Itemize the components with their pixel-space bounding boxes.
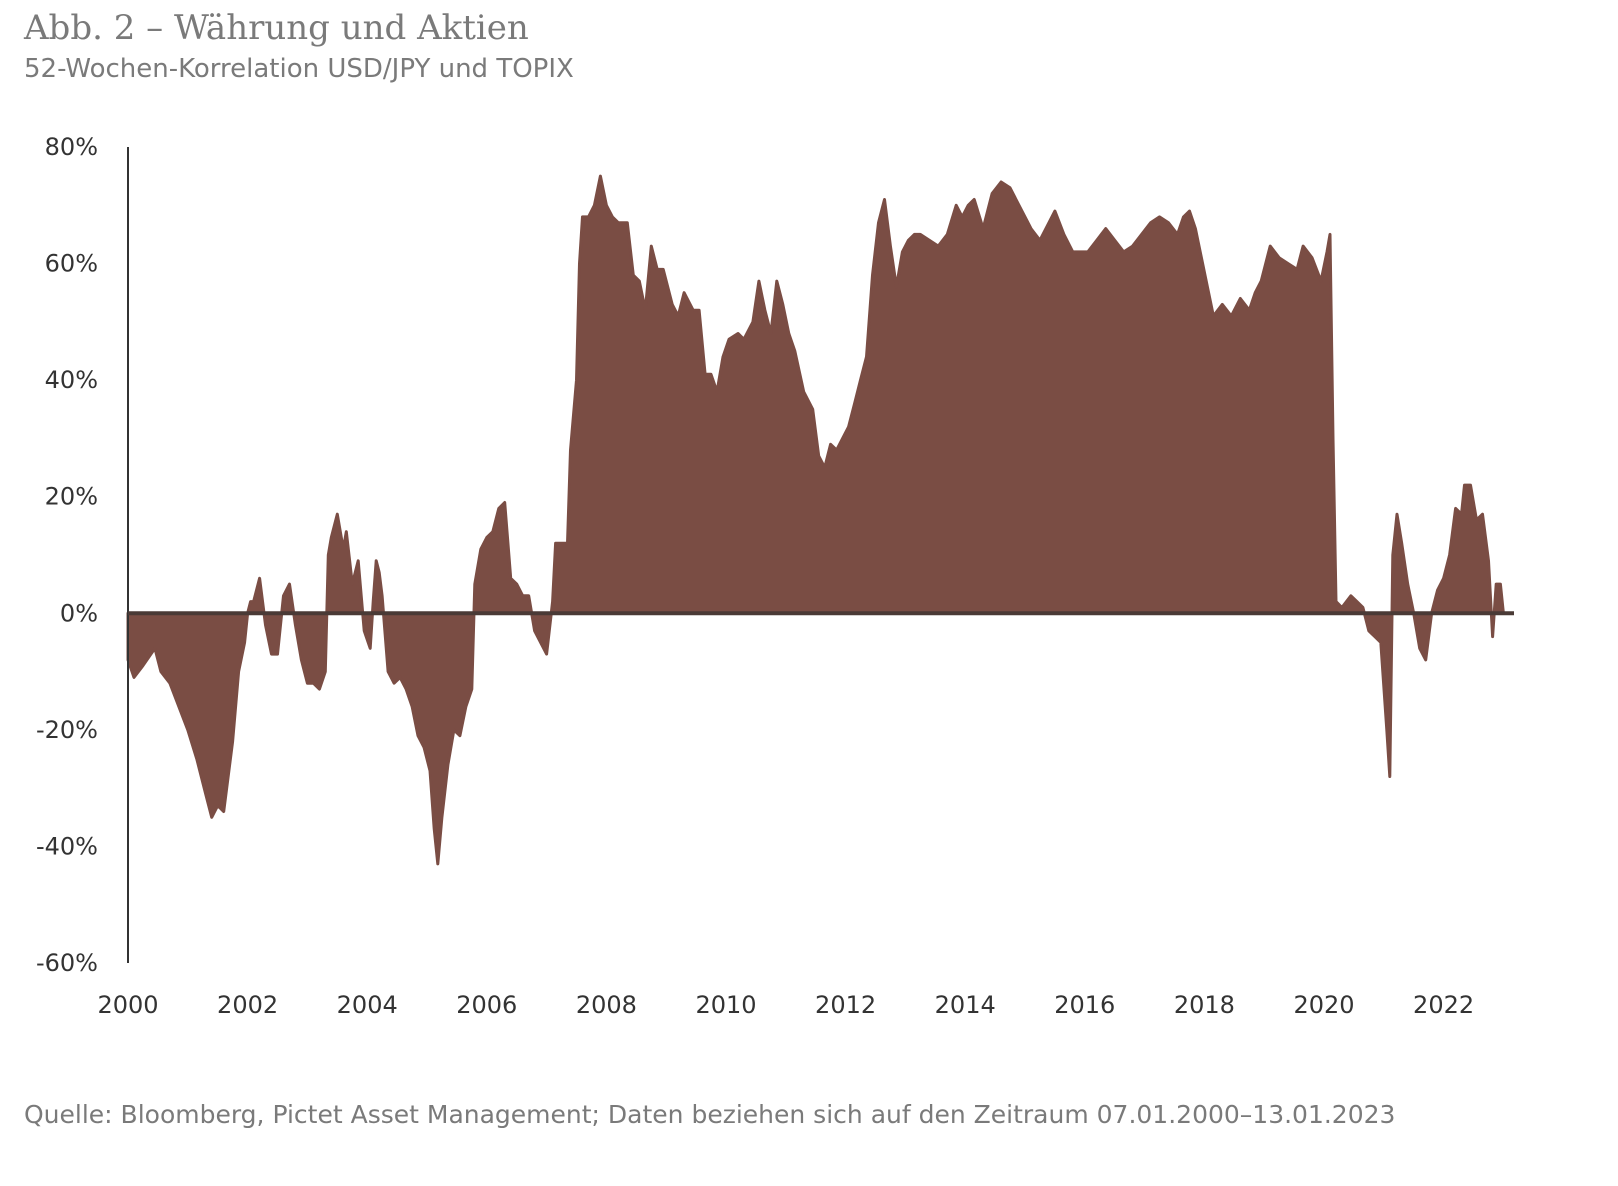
x-tick-label: 2004: [337, 991, 398, 1019]
x-tick-label: 2010: [695, 991, 756, 1019]
y-tick-label: -40%: [36, 832, 98, 860]
x-tick-label: 2020: [1293, 991, 1354, 1019]
chart-title: Abb. 2 – Währung und Aktien: [24, 8, 529, 48]
y-tick-label: 60%: [45, 250, 98, 278]
x-tick-label: 2022: [1413, 991, 1474, 1019]
x-tick-label: 2016: [1054, 991, 1115, 1019]
x-tick-label: 2006: [456, 991, 517, 1019]
source-note: Quelle: Bloomberg, Pictet Asset Manageme…: [24, 1100, 1396, 1129]
x-tick-label: 2018: [1174, 991, 1235, 1019]
x-tick-label: 2000: [97, 991, 158, 1019]
x-tick-label: 2014: [935, 991, 996, 1019]
y-tick-label: 40%: [45, 366, 98, 394]
y-tick-label: 0%: [60, 599, 98, 627]
x-tick-label: 2012: [815, 991, 876, 1019]
correlation-area: [126, 174, 1508, 866]
y-tick-label: -60%: [36, 949, 98, 977]
x-tick-label: 2002: [217, 991, 278, 1019]
y-tick-label: 80%: [45, 133, 98, 161]
chart-subtitle: 52-Wochen-Korrelation USD/JPY und TOPIX: [24, 54, 574, 84]
y-tick-label: 20%: [45, 483, 98, 511]
y-tick-label: -20%: [36, 716, 98, 744]
x-tick-label: 2008: [576, 991, 637, 1019]
